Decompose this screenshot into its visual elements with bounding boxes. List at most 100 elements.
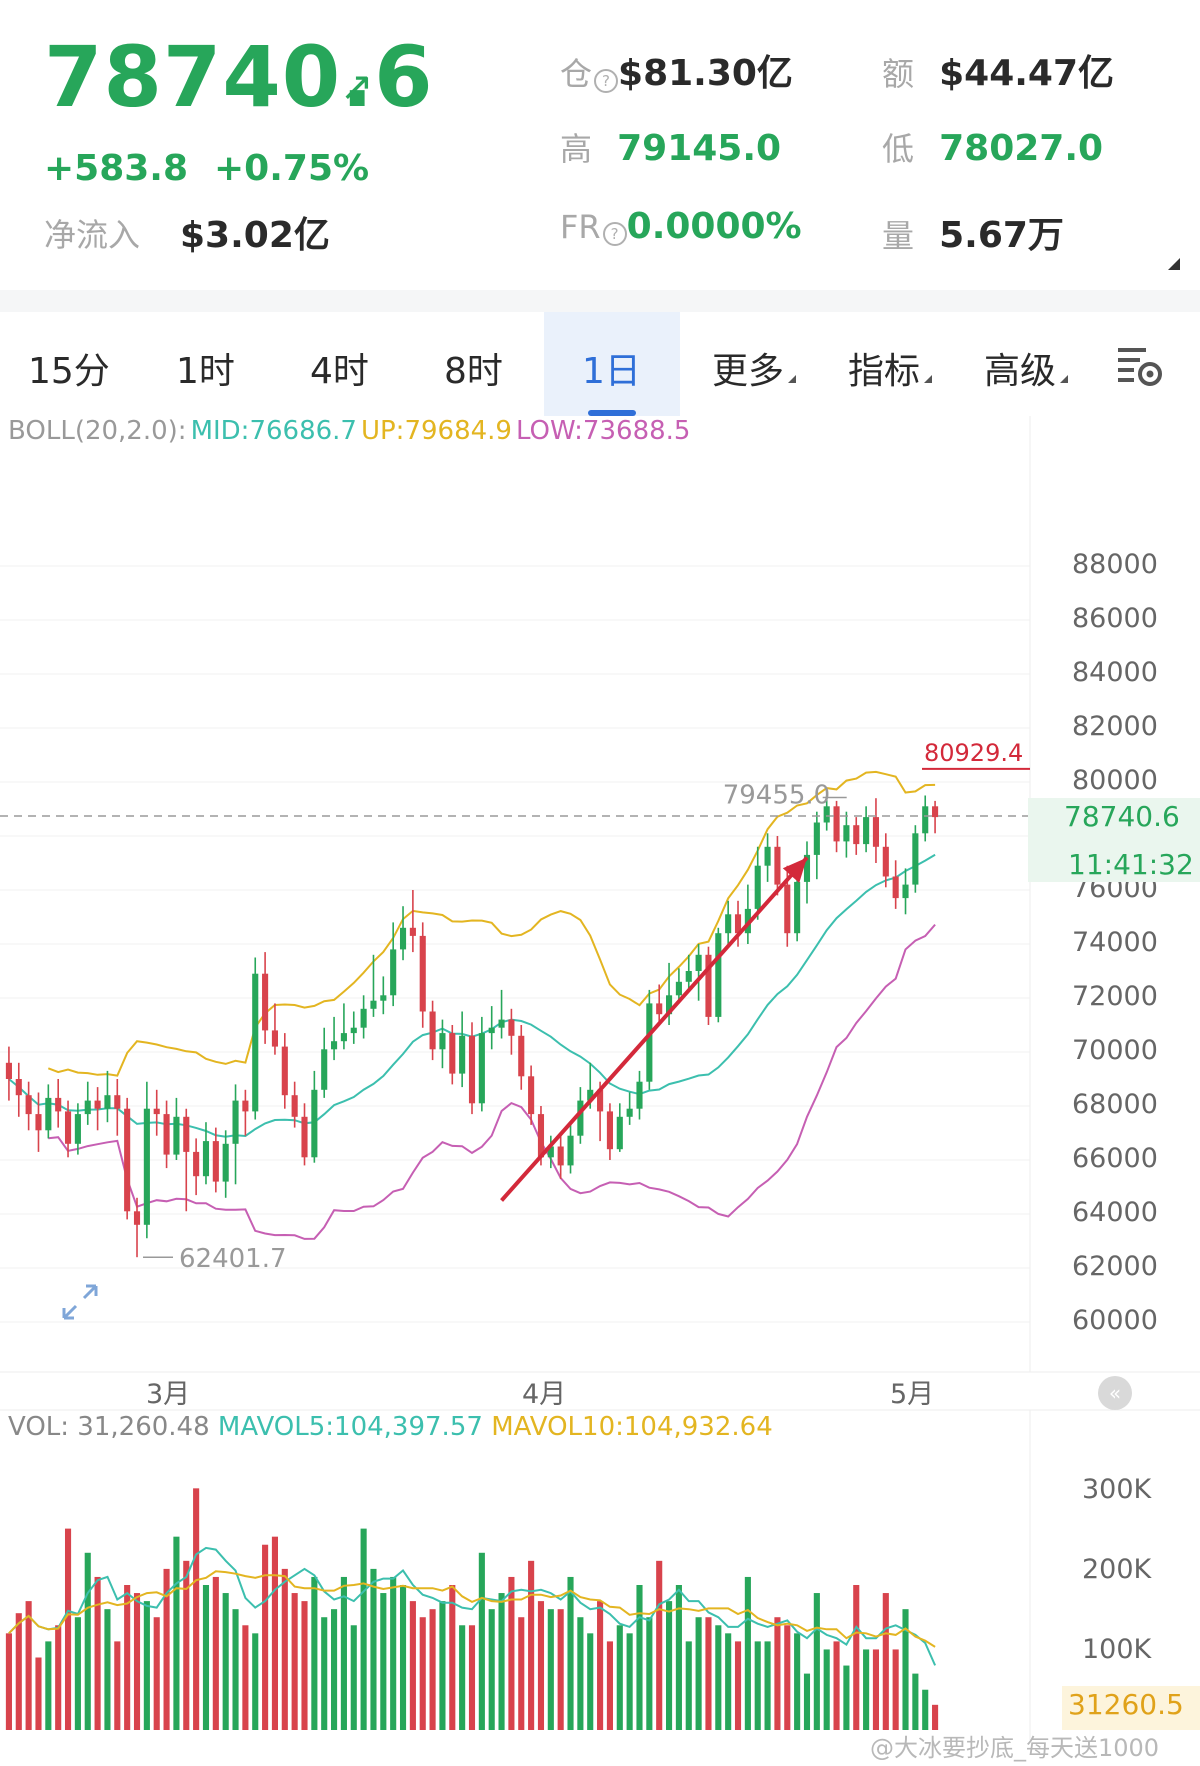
boll-mid: MID:76686.7 <box>190 416 357 446</box>
dropdown-icon <box>1060 375 1069 383</box>
volume-bar <box>872 1649 880 1730</box>
volume-bar <box>202 1585 210 1730</box>
expand-triangle-icon[interactable] <box>1168 258 1180 270</box>
price-tick-label: 84000 <box>1072 657 1158 688</box>
price-tick-label: 66000 <box>1072 1143 1158 1174</box>
volume-bar <box>518 1617 525 1730</box>
candle-body <box>202 1141 210 1177</box>
candle-body <box>843 825 850 842</box>
candle-body <box>350 1027 357 1034</box>
candle-body <box>774 846 781 885</box>
volume-bar <box>45 1641 52 1730</box>
candle-body <box>340 1033 347 1042</box>
volume-bar <box>784 1625 791 1730</box>
candle-body <box>124 1108 131 1212</box>
current-price-tag <box>1028 798 1200 882</box>
tab-1d[interactable]: 1日 <box>582 351 641 392</box>
candle-countdown: 11:41:32 <box>1068 848 1194 881</box>
volume-bar <box>55 1625 62 1730</box>
tab-1h[interactable]: 1时 <box>176 351 235 392</box>
candle-body <box>665 995 673 1015</box>
dropdown-icon <box>788 375 797 383</box>
open-interest-stat[interactable]: 仓? $81.30亿 <box>560 44 793 96</box>
volume-bar <box>508 1576 515 1730</box>
tab-advanced[interactable]: 高级 <box>984 342 1069 394</box>
volume-bar <box>84 1552 91 1730</box>
volume-bar <box>794 1633 801 1730</box>
scroll-to-latest-button[interactable]: « <box>1098 1376 1132 1410</box>
candle-body <box>794 881 801 934</box>
help-icon[interactable]: ? <box>594 68 619 93</box>
candle-body <box>25 1095 32 1115</box>
candle-body <box>262 973 269 1031</box>
chart-settings-icon[interactable] <box>1116 344 1166 388</box>
current-volume-label: 31260.5 <box>1068 1688 1184 1721</box>
volume-bar <box>281 1568 288 1730</box>
price-tick-label: 64000 <box>1072 1197 1158 1228</box>
candle-body <box>784 884 791 934</box>
tab-more[interactable]: 更多 <box>712 342 797 394</box>
tab-8h[interactable]: 8时 <box>444 351 503 392</box>
candle-body <box>104 1095 111 1109</box>
tab-4h[interactable]: 4时 <box>310 351 369 392</box>
boll-lower-line <box>48 923 936 1240</box>
volume-bar <box>577 1617 584 1730</box>
boll-upper-line <box>47 770 936 1077</box>
candle-body <box>311 1089 318 1158</box>
dropdown-icon <box>924 375 933 383</box>
candle-body <box>498 1019 505 1028</box>
open-interest-value: $81.30亿 <box>618 53 793 94</box>
candle-body <box>715 933 722 1017</box>
fullscreen-icon[interactable] <box>58 1280 102 1324</box>
volume-bar <box>725 1633 732 1730</box>
volume-bar <box>262 1544 269 1730</box>
boll-up: UP:79684.9 <box>360 416 512 446</box>
last-price: 78740.6 <box>44 28 434 126</box>
low-label: 低 <box>882 130 915 168</box>
candle-body <box>35 1114 42 1131</box>
volume-bar <box>15 1613 22 1730</box>
active-tab-indicator <box>588 410 636 416</box>
volume-bar <box>715 1625 722 1730</box>
x-label-mar: 3月 <box>146 1379 191 1410</box>
price-tick-label: 82000 <box>1072 711 1158 742</box>
price-tick-label: 86000 <box>1072 603 1158 634</box>
volume-bar <box>153 1617 160 1730</box>
turnover-value: $44.47亿 <box>939 53 1115 94</box>
high-value: 79145.0 <box>617 128 782 169</box>
volume-legend[interactable]: VOL: 31,260.48 MAVOL5:104,397.57 MAVOL10… <box>8 1412 773 1442</box>
price-tick-label: 74000 <box>1072 927 1158 958</box>
volume-bar <box>813 1593 820 1730</box>
candle-body <box>656 1003 663 1015</box>
tab-indicators-label: 指标 <box>848 351 921 392</box>
candle-body <box>271 1030 279 1047</box>
tab-15m[interactable]: 15分 <box>28 351 110 392</box>
volume-bar <box>25 1601 32 1730</box>
volume-bar <box>35 1657 42 1730</box>
volume-bar <box>537 1601 545 1730</box>
candle-body <box>833 806 840 842</box>
candle-body <box>301 1116 308 1158</box>
funding-rate-stat[interactable]: FR? 0.0000% <box>560 206 802 247</box>
price-tick-label: 88000 <box>1072 549 1158 580</box>
volume-bar <box>321 1617 328 1730</box>
candle-body <box>173 1116 180 1155</box>
boll-legend[interactable]: BOLL(20,2.0): MID:76686.7 UP:79684.9 LOW:73… <box>8 416 694 446</box>
volume-bar <box>409 1601 416 1730</box>
candle-body <box>360 1008 367 1028</box>
tab-indicators[interactable]: 指标 <box>848 342 933 394</box>
volume-bar <box>932 1704 939 1730</box>
volume-bar <box>744 1576 751 1730</box>
volume-bar <box>370 1568 377 1730</box>
volume-bar <box>340 1576 347 1730</box>
boll-name: BOLL(20,2.0): <box>8 416 187 446</box>
volume-bar <box>695 1617 702 1730</box>
candle-body <box>193 1151 200 1177</box>
volume-bar <box>656 1560 663 1730</box>
help-icon[interactable]: ? <box>602 221 627 246</box>
volume-bar <box>823 1649 830 1730</box>
volume-bar <box>636 1585 643 1730</box>
candle-body <box>5 1062 12 1079</box>
candle-body <box>695 954 702 971</box>
